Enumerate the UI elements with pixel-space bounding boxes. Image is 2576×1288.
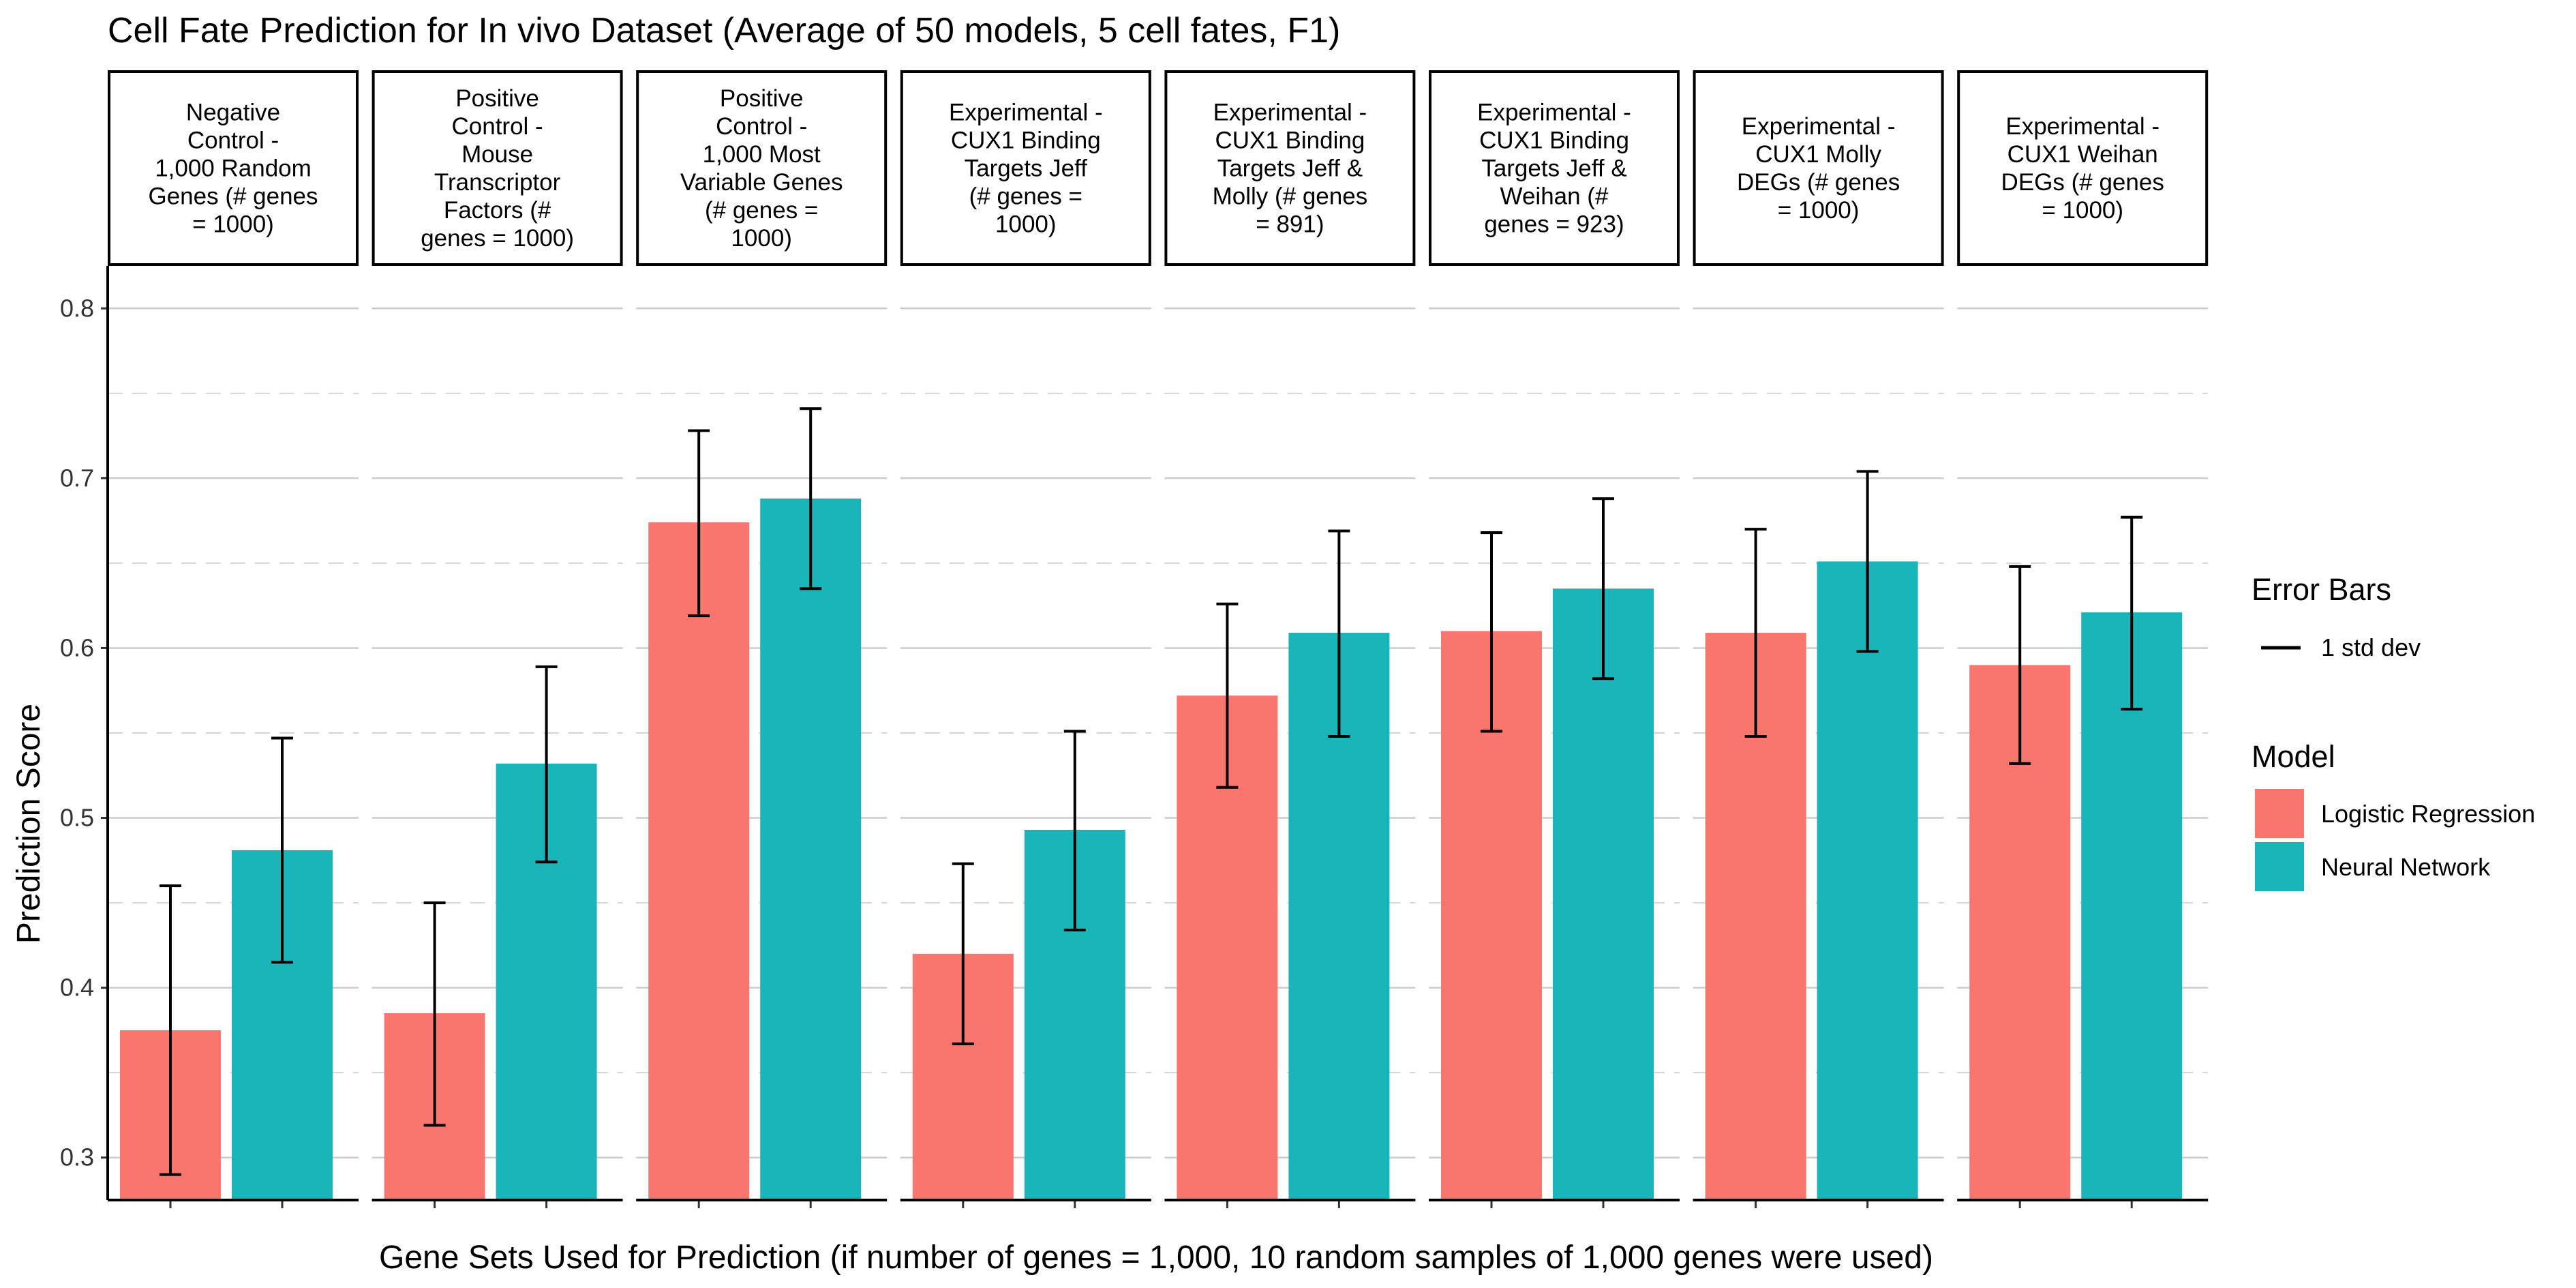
facet-label-line: Experimental - (2005, 113, 2160, 140)
facet-label-line: Experimental - (1742, 113, 1896, 140)
y-tick-label: 0.7 (60, 464, 94, 492)
facet-label-line: Control - (716, 113, 807, 140)
facet-strip (1164, 70, 1416, 266)
legend-label-neural-network: Neural Network (2321, 853, 2491, 881)
facet-label-line: Molly (# genes (1213, 183, 1368, 210)
facet-label-line: Experimental - (949, 100, 1103, 126)
facet-label-line: CUX1 Molly (1755, 141, 1881, 168)
facet-label-line: 1000) (995, 211, 1057, 238)
facet-label-line: Positive (455, 85, 539, 112)
y-tick-label: 0.8 (60, 294, 94, 322)
facet-label-line: (# genes = (969, 183, 1082, 210)
facet-label-line: = 1000) (1778, 197, 1860, 224)
facet-label-line: Weihan (# (1500, 183, 1609, 210)
y-tick-label: 0.6 (60, 633, 94, 661)
facet-strip (108, 70, 359, 266)
facet-label-line: Negative (186, 100, 280, 126)
facet-label-line: CUX1 Binding (951, 128, 1101, 154)
facet-label-line: Targets Jeff & (1217, 155, 1363, 182)
bar-neural-network (1817, 561, 1918, 1200)
y-axis-title: Prediction Score (11, 704, 47, 944)
y-tick-label: 0.5 (60, 804, 94, 832)
bar-neural-network (760, 498, 862, 1200)
legend-label-logistic-regression: Logistic Regression (2321, 800, 2535, 828)
chart-title: Cell Fate Prediction for In vivo Dataset… (108, 11, 1340, 50)
facet-label-line: Mouse (461, 141, 533, 168)
facet-label-line: 1,000 Random (155, 155, 312, 182)
facet-label-line: (# genes = (705, 197, 818, 224)
legend: Error Bars 1 std dev Model Logistic Regr… (2252, 572, 2535, 891)
facet-strip (372, 70, 623, 266)
facet-label-line: Control - (451, 113, 543, 140)
legend-key-neural-network (2255, 842, 2304, 891)
facet-label-line: 1000) (731, 225, 792, 252)
facet-label-line: Targets Jeff & (1481, 155, 1626, 182)
facet-label-line: Targets Jeff (965, 155, 1088, 182)
bar-logistic-regression (648, 522, 750, 1200)
facet-label-line: DEGs (# genes (1737, 169, 1900, 196)
facet-strip (1693, 70, 1944, 266)
legend-key-logistic-regression (2255, 789, 2304, 838)
facet-label-line: Genes (# genes (148, 183, 318, 210)
facet-label-line: Control - (187, 128, 279, 154)
facet-label-line: Variable Genes (680, 169, 843, 196)
facet-label-line: Transcriptor (434, 169, 561, 196)
facet-label-line: Positive (720, 85, 804, 112)
facet-label-line: CUX1 Binding (1215, 128, 1365, 154)
facet-label-line: Factors (# (444, 197, 551, 224)
facet-label-line: CUX1 Binding (1479, 128, 1629, 154)
y-tick-label: 0.4 (60, 974, 94, 1002)
bar-neural-network (1553, 588, 1654, 1200)
facet-strip (1429, 70, 1680, 266)
facet-label-line: Experimental - (1477, 100, 1631, 126)
facet-label-line: = 891) (1256, 211, 1324, 238)
facet-label-line: = 1000) (2042, 197, 2123, 224)
facet-label-line: Experimental - (1213, 100, 1367, 126)
legend-error-bars-label: 1 std dev (2321, 633, 2421, 661)
facet-label-line: DEGs (# genes (2001, 169, 2164, 196)
x-axis-title: Gene Sets Used for Prediction (if number… (379, 1240, 1933, 1276)
legend-model-title: Model (2252, 739, 2335, 774)
facet-strip (900, 70, 1151, 266)
y-axis: 0.3 0.4 0.5 0.6 0.7 0.8 (60, 266, 109, 1200)
facet-strip (1957, 70, 2209, 266)
facet-label-line: CUX1 Weihan (2007, 141, 2158, 168)
facet-label-line: 1,000 Most (703, 141, 821, 168)
y-tick-label: 0.3 (60, 1143, 94, 1171)
facet-label-line: genes = 923) (1484, 211, 1624, 238)
facet-label-line: genes = 1000) (421, 225, 574, 252)
facet-label-line: = 1000) (192, 211, 274, 238)
facet-strip (636, 70, 888, 266)
legend-error-bars-title: Error Bars (2252, 572, 2391, 607)
